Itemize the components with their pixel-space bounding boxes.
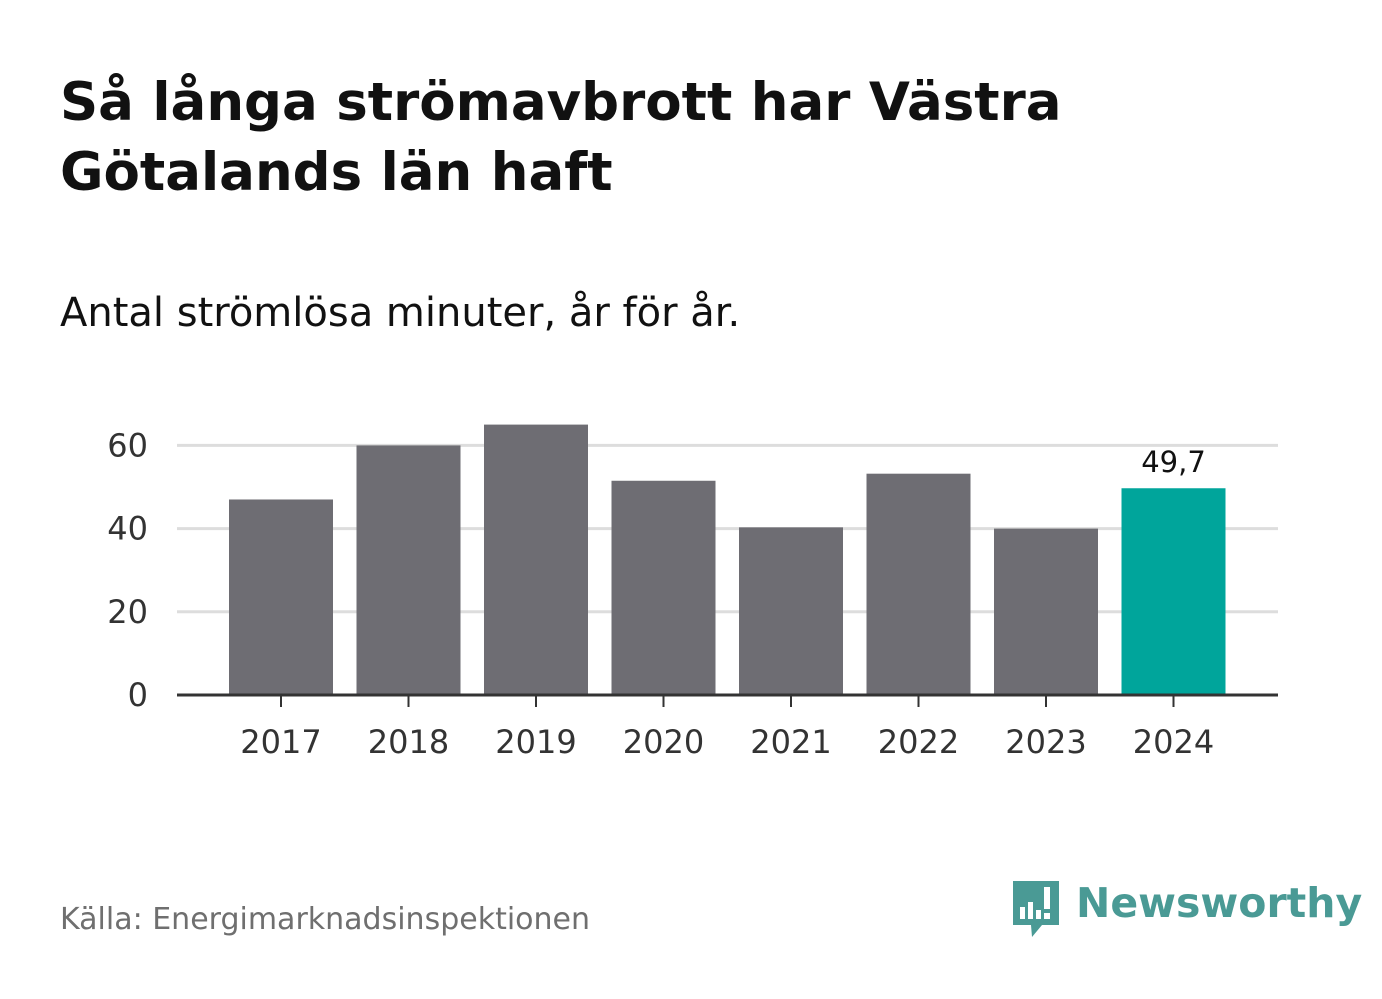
newsworthy-logo: Newsworthy <box>1010 878 1362 942</box>
data-label: 49,7 <box>1141 445 1206 479</box>
y-tick-label: 0 <box>128 676 148 714</box>
bar-2023 <box>994 528 1098 695</box>
x-tick-label: 2023 <box>1005 723 1086 761</box>
y-tick-label: 60 <box>107 426 148 464</box>
source-note: Källa: Energimarknadsinspektionen <box>60 902 591 937</box>
x-tick-label: 2017 <box>240 723 321 761</box>
bar-2020 <box>611 480 716 695</box>
bars-layer <box>229 424 1226 695</box>
newsworthy-bar-chart-icon <box>1013 881 1059 937</box>
y-tick-label: 40 <box>107 510 148 548</box>
x-tick-label: 2018 <box>368 723 449 761</box>
chart-title: Så långa strömavbrott har Västra Götalan… <box>60 72 1062 203</box>
axis-layer: 0 20 40 60 2017 2018 2019 2020 2021 2022 2023 2024 <box>107 426 1278 761</box>
x-tick-label: 2020 <box>623 723 704 761</box>
bar-2017 <box>229 499 333 695</box>
bar-2021 <box>739 527 843 695</box>
bar-2024 <box>1121 488 1226 695</box>
bar-2022 <box>866 473 971 695</box>
x-tick-label: 2024 <box>1133 723 1214 761</box>
x-tick-label: 2021 <box>750 723 831 761</box>
y-tick-label: 20 <box>107 593 148 631</box>
bar-2018 <box>356 445 461 695</box>
bar-2019 <box>484 424 588 695</box>
grid-layer <box>177 443 1278 614</box>
labels-layer: 49,7 <box>1141 445 1206 479</box>
x-tick-label: 2019 <box>495 723 576 761</box>
x-tick-label: 2022 <box>878 723 959 761</box>
chart-subtitle: Antal strömlösa minuter, år för år. <box>60 290 741 336</box>
brand-name: Newsworthy <box>1076 879 1363 927</box>
